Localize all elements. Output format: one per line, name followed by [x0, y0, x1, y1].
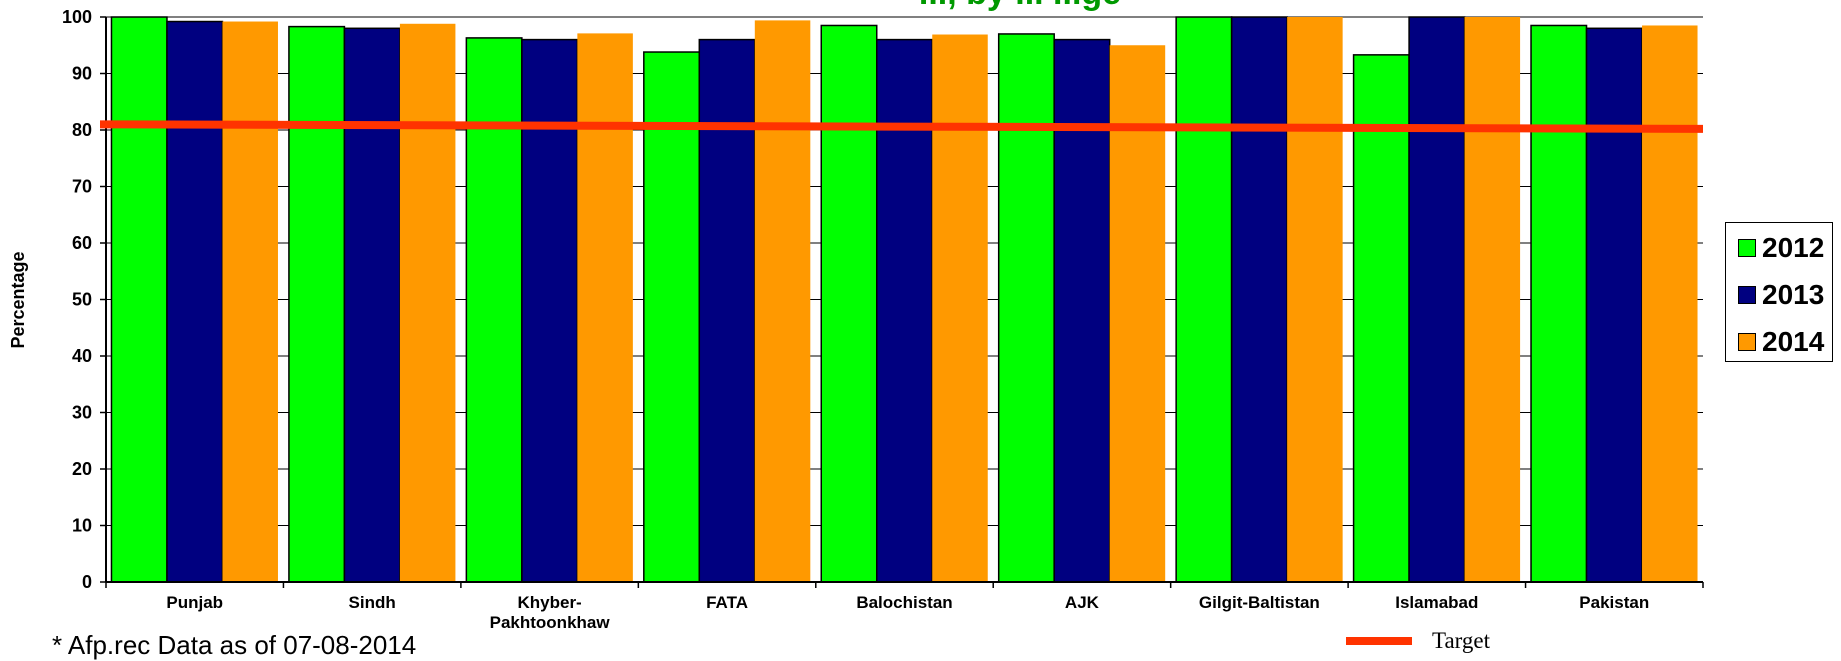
bar-2012: [465, 37, 523, 583]
legend-item-2014: 2014: [1738, 326, 1825, 357]
bar-2013: [166, 20, 224, 583]
legend: 2012 2013 2014: [1725, 222, 1833, 362]
x-category-label: FATA: [706, 593, 748, 612]
bar-2012: [997, 33, 1055, 583]
y-tick-label: 70: [72, 177, 92, 197]
bar-2013: [1408, 16, 1466, 583]
legend-label-2012: 2012: [1762, 232, 1825, 263]
bar-2012: [1175, 16, 1233, 583]
bar-2013: [343, 27, 401, 583]
x-category-label: Pakistan: [1579, 593, 1649, 612]
target-legend-label: Target: [1432, 628, 1490, 653]
target-line: [99, 120, 1704, 133]
legend-label-2014: 2014: [1762, 326, 1825, 357]
bar-2014: [1642, 25, 1698, 583]
bar-2012: [1530, 24, 1588, 583]
bar-2014: [222, 21, 278, 582]
bar-2013: [876, 38, 933, 583]
y-tick-label: 90: [72, 64, 92, 84]
y-tick-label: 20: [72, 459, 92, 479]
bar-2013: [1230, 16, 1288, 583]
x-category-label: Islamabad: [1395, 593, 1478, 612]
bar-2013: [1585, 27, 1643, 583]
bar-2013: [1053, 38, 1111, 583]
bar-2014: [1287, 17, 1343, 582]
bar-2014: [754, 20, 811, 582]
target-legend-line: [1346, 637, 1412, 645]
legend-swatch-2014: [1738, 333, 1756, 351]
legend-swatch-2012: [1738, 239, 1756, 257]
chart-title: ..., by ... ...ge: [919, 0, 1121, 12]
target-line-group: [99, 120, 1704, 133]
x-category-label: Gilgit-Baltistan: [1199, 593, 1320, 612]
x-category-label: Balochistan: [856, 593, 952, 612]
bars: [110, 16, 1698, 583]
y-tick-label: 30: [72, 403, 92, 423]
legend-item-2013: 2013: [1738, 279, 1825, 310]
axes: [100, 16, 1704, 588]
y-tick-label: 40: [72, 346, 92, 366]
bar-2013: [698, 38, 756, 583]
x-category-label: Sindh: [349, 593, 396, 612]
footnote: * Afp.rec Data as of 07-08-2014: [52, 630, 417, 660]
x-category-label: Pakhtoonkhaw: [490, 613, 611, 632]
bar-2013: [521, 38, 579, 583]
x-category-label: AJK: [1065, 593, 1100, 612]
bar-2014: [932, 34, 988, 582]
labels: 0 10 20 30 40 50 60 70 80 90 100 Punjab Sindh Khyber-…: [8, 7, 1649, 632]
bar-2014: [577, 33, 633, 582]
y-tick-label: 0: [82, 572, 92, 592]
target-legend: Target: [1346, 628, 1490, 654]
bar-2014: [399, 23, 456, 582]
y-axis-label: Percentage: [8, 251, 28, 348]
y-tick-label: 80: [72, 120, 92, 140]
bar-2012: [288, 25, 346, 583]
bar-2012: [110, 16, 168, 583]
y-tick-label: 60: [72, 233, 92, 253]
bar-2012: [643, 51, 701, 583]
y-tick-label: 100: [62, 7, 92, 27]
y-tick-label: 50: [72, 290, 92, 310]
legend-label-2013: 2013: [1762, 279, 1825, 310]
legend-item-2012: 2012: [1738, 232, 1825, 263]
bar-2012: [1352, 54, 1410, 583]
bar-2012: [820, 24, 878, 583]
x-category-label: Khyber-: [517, 593, 581, 612]
bar-2014: [1109, 45, 1166, 582]
legend-swatch-2013: [1738, 286, 1756, 304]
y-tick-label: 10: [72, 516, 92, 536]
bar-2014: [1464, 17, 1521, 582]
x-category-label: Punjab: [166, 593, 223, 612]
